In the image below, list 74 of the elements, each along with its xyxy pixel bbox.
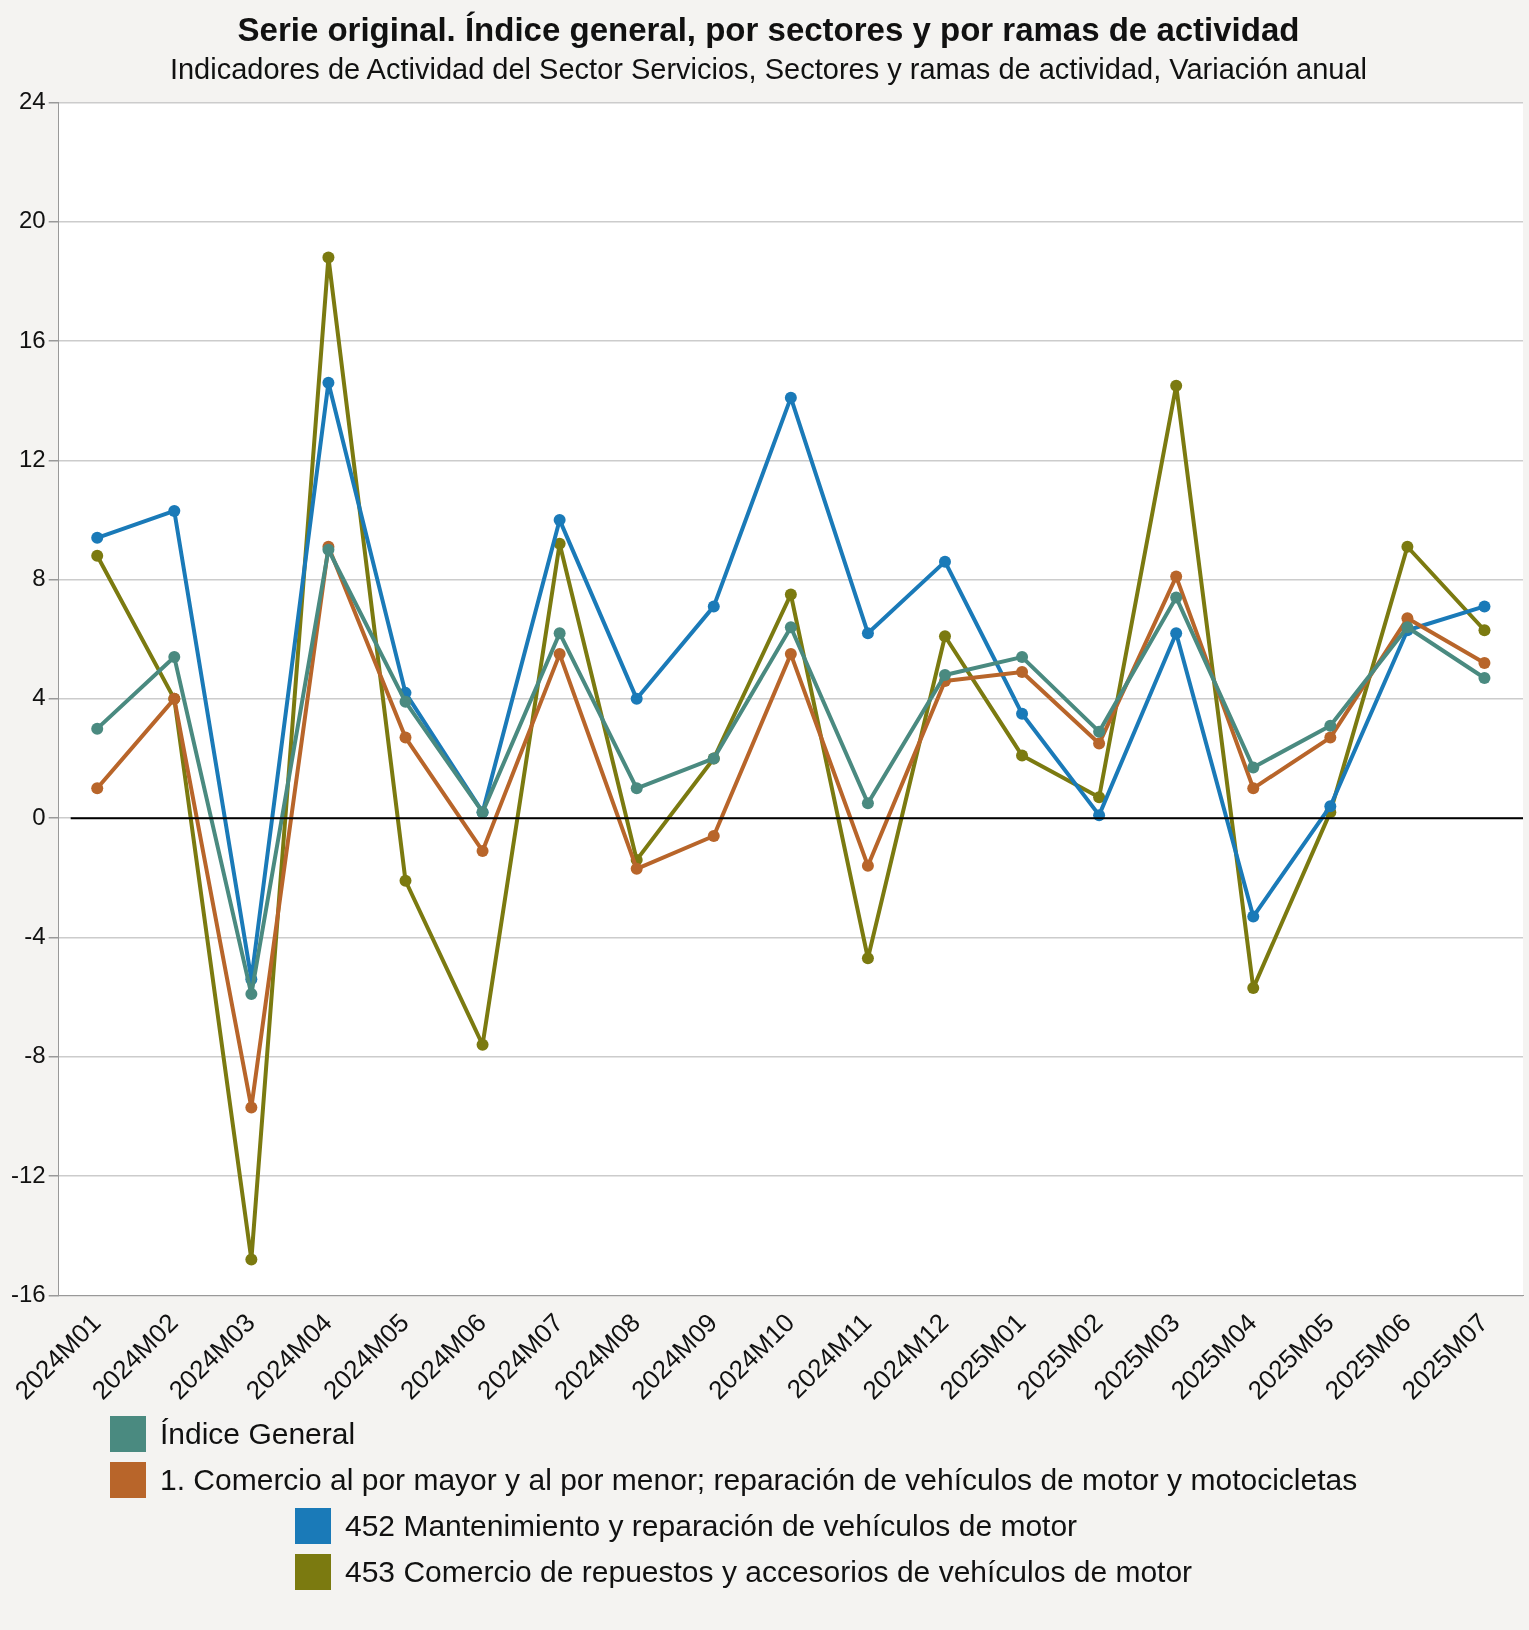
legend-label: Índice General: [160, 1417, 356, 1451]
legend-label: 452 Mantenimiento y reparación de vehículos de motor: [345, 1509, 1078, 1543]
point: [630, 782, 643, 795]
point: [707, 830, 720, 843]
point: [1170, 570, 1183, 583]
point: [1324, 719, 1337, 732]
point: [784, 621, 797, 634]
point: [784, 648, 797, 661]
point: [1324, 800, 1337, 813]
point: [938, 668, 951, 681]
point: [399, 874, 412, 887]
y-tick-label: 8: [32, 564, 46, 592]
point: [1247, 982, 1260, 995]
y-tick-label: 12: [18, 444, 46, 472]
point: [1324, 731, 1337, 744]
y-tick-label: -16: [11, 1279, 46, 1307]
y-tick-label: 4: [32, 683, 46, 711]
point: [245, 988, 258, 1001]
point: [861, 859, 874, 872]
y-tick-label: 24: [18, 87, 46, 115]
point: [630, 862, 643, 875]
point: [1093, 725, 1106, 738]
point: [322, 251, 335, 264]
point: [861, 952, 874, 965]
point: [1016, 666, 1029, 678]
point: [1478, 671, 1491, 684]
point: [476, 844, 489, 857]
point: [322, 376, 335, 389]
point: [168, 651, 181, 664]
chart-title: Serie original. Índice general, por sectores y por ramas de actividad: [237, 10, 1300, 48]
point: [1016, 707, 1029, 720]
point: [168, 504, 181, 517]
point: [91, 549, 104, 562]
point: [1247, 761, 1260, 774]
y-tick-label: -12: [11, 1160, 46, 1188]
y-tick-label: -4: [24, 922, 46, 950]
point: [861, 797, 874, 810]
point: [1478, 600, 1491, 613]
point: [91, 531, 104, 544]
point: [1016, 749, 1029, 762]
point: [707, 600, 720, 613]
point: [784, 588, 797, 601]
point: [938, 630, 951, 643]
point: [553, 627, 566, 640]
y-tick-label: -8: [24, 1041, 46, 1069]
point: [938, 555, 951, 568]
y-tick-label: 0: [32, 802, 46, 830]
point: [399, 731, 412, 744]
point: [1401, 540, 1414, 553]
point: [861, 627, 874, 640]
point: [1170, 627, 1183, 640]
point: [1247, 910, 1260, 923]
point: [245, 1101, 258, 1114]
point: [1247, 782, 1260, 795]
point: [91, 722, 104, 735]
legend-label: 453 Comercio de repuestos y accesorios de vehículos de motor: [345, 1555, 1193, 1589]
point: [1093, 791, 1106, 804]
point: [245, 1253, 258, 1266]
point: [784, 391, 797, 404]
point: [91, 782, 104, 795]
y-tick-label: 20: [18, 206, 46, 234]
point: [1093, 737, 1106, 750]
chart-subtitle: Indicadores de Actividad del Sector Servicios, Sectores y ramas de actividad, Variación anual: [169, 53, 1368, 85]
legend-label: 1. Comercio al por mayor y al por menor; reparación de vehículos de motor y motocicletas: [160, 1463, 1358, 1497]
y-tick-label: 16: [18, 325, 46, 353]
point: [630, 692, 643, 705]
point: [399, 695, 412, 708]
point: [1016, 651, 1029, 664]
point: [476, 1038, 489, 1051]
point: [1170, 591, 1183, 604]
point: [1478, 624, 1491, 637]
point: [1478, 657, 1491, 670]
point: [553, 513, 566, 526]
point: [1170, 379, 1183, 392]
